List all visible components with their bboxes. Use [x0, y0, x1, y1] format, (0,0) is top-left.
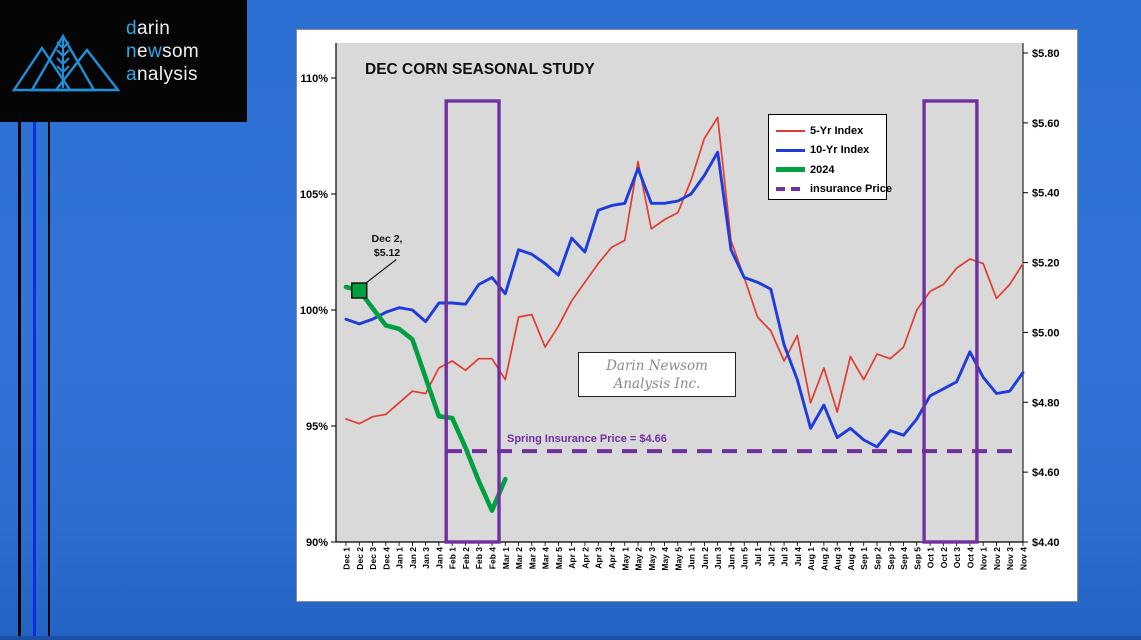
svg-text:90%: 90% [306, 537, 328, 549]
svg-text:May 4: May 4 [660, 547, 670, 571]
purple-dashed-sample-icon [776, 187, 805, 192]
svg-text:Jun 3: Jun 3 [713, 547, 723, 569]
svg-text:110%: 110% [300, 73, 328, 85]
svg-text:Aug 3: Aug 3 [833, 547, 843, 571]
svg-text:105%: 105% [300, 189, 328, 201]
chart-legend: 5-Yr Index 10-Yr Index 2024 insurance Pr… [768, 114, 892, 200]
logo-line-newsom: newsom [126, 41, 200, 62]
svg-text:May 3: May 3 [647, 547, 657, 571]
svg-text:Oct 4: Oct 4 [965, 547, 975, 569]
svg-text:Sep 1: Sep 1 [859, 547, 869, 570]
logo-wordmark: darin newsom analysis [126, 17, 199, 86]
svg-text:Aug 4: Aug 4 [846, 547, 856, 571]
svg-text:Dec 3: Dec 3 [368, 547, 378, 570]
svg-text:Sep 5: Sep 5 [912, 547, 922, 570]
svg-text:May 5: May 5 [673, 547, 683, 571]
svg-text:Feb 3: Feb 3 [474, 547, 484, 569]
svg-text:Feb 1: Feb 1 [448, 547, 458, 569]
logo-line-darin: darin [126, 18, 171, 39]
legend-item-2024: 2024 [776, 160, 886, 180]
svg-text:Jan 1: Jan 1 [395, 547, 405, 569]
decor-line-black-2 [48, 122, 50, 636]
svg-text:$5.00: $5.00 [1032, 327, 1060, 339]
svg-text:Sep 4: Sep 4 [899, 547, 909, 570]
svg-text:Aug 2: Aug 2 [819, 547, 829, 571]
svg-text:Oct 2: Oct 2 [939, 547, 949, 569]
svg-text:Nov 3: Nov 3 [1005, 547, 1015, 570]
svg-text:Mar 1: Mar 1 [501, 547, 511, 569]
svg-text:Nov 1: Nov 1 [979, 547, 989, 570]
svg-text:Jul 1: Jul 1 [753, 547, 763, 567]
svg-text:Mar 4: Mar 4 [541, 547, 551, 569]
watermark-line2: Analysis Inc. [613, 376, 701, 392]
svg-text:Sep 2: Sep 2 [872, 547, 882, 570]
svg-text:Jul 4: Jul 4 [793, 547, 803, 567]
svg-text:Oct 3: Oct 3 [952, 547, 962, 569]
svg-text:May 1: May 1 [620, 547, 630, 571]
red-line-sample-icon [776, 129, 805, 132]
svg-text:$5.20: $5.20 [1032, 258, 1060, 270]
svg-text:Jan 4: Jan 4 [434, 547, 444, 569]
svg-text:$5.40: $5.40 [1032, 188, 1060, 200]
svg-text:Jul 3: Jul 3 [780, 547, 790, 567]
svg-text:$4.40: $4.40 [1032, 537, 1060, 549]
svg-text:Aug 1: Aug 1 [806, 547, 816, 571]
bottom-band [0, 636, 1141, 640]
svg-text:95%: 95% [306, 421, 328, 433]
dec2-price-annotation: Dec 2, $5.12 [371, 233, 403, 259]
decor-line-black-1 [18, 122, 21, 636]
svg-text:Dec 1: Dec 1 [342, 547, 352, 570]
svg-text:$5.60: $5.60 [1032, 118, 1060, 130]
svg-text:100%: 100% [300, 305, 328, 317]
logo-line-analysis: analysis [126, 64, 198, 85]
svg-text:Apr 3: Apr 3 [594, 547, 604, 569]
seasonal-study-chart-panel: 110% 105% 100% 95% 90% $5.80 $5.60 $5.40 $5.20 $5… [296, 29, 1078, 602]
svg-text:Mar 3: Mar 3 [527, 547, 537, 569]
svg-text:Jun 4: Jun 4 [726, 547, 736, 569]
watermark-box: Darin Newsom Analysis Inc. [578, 352, 736, 397]
svg-text:May 2: May 2 [634, 547, 644, 571]
green-line-sample-icon [776, 167, 805, 173]
mountain-wheat-logo-icon [11, 33, 121, 92]
svg-text:Apr 1: Apr 1 [567, 547, 577, 569]
svg-text:Jul 2: Jul 2 [766, 547, 776, 567]
svg-text:Mar 5: Mar 5 [554, 547, 564, 569]
dna-logo-box: darin newsom analysis [0, 0, 247, 122]
svg-text:Feb 4: Feb 4 [488, 547, 498, 569]
decor-line-blue [33, 122, 36, 636]
svg-text:$4.60: $4.60 [1032, 467, 1060, 479]
watermark-line1: Darin Newsom [606, 358, 708, 374]
svg-text:Dec 2: Dec 2 [355, 547, 365, 570]
svg-text:Nov 4: Nov 4 [1019, 547, 1029, 570]
svg-text:Feb 2: Feb 2 [461, 547, 471, 569]
svg-text:Jun 2: Jun 2 [700, 547, 710, 569]
svg-text:$5.80: $5.80 [1032, 48, 1060, 60]
svg-text:Jun 1: Jun 1 [687, 547, 697, 569]
svg-text:Sep 3: Sep 3 [886, 547, 896, 570]
svg-text:Jun 5: Jun 5 [740, 547, 750, 569]
chart-title: DEC CORN SEASONAL STUDY [365, 61, 595, 78]
svg-text:Dec 4: Dec 4 [381, 547, 391, 570]
svg-text:Jan 2: Jan 2 [408, 547, 418, 569]
legend-item-10yr: 10-Yr Index [776, 141, 886, 161]
svg-text:Apr 4: Apr 4 [607, 547, 617, 569]
svg-text:Mar 2: Mar 2 [514, 547, 524, 569]
svg-text:$4.80: $4.80 [1032, 397, 1060, 409]
legend-item-insurance: insurance Price [776, 180, 892, 200]
spring-insurance-price-label: Spring Insurance Price = $4.66 [507, 433, 667, 445]
svg-text:Nov 2: Nov 2 [992, 547, 1002, 570]
seasonal-chart-plot: 110% 105% 100% 95% 90% $5.80 $5.60 $5.40 $5.20 $5… [300, 43, 1060, 571]
blue-line-sample-icon [776, 148, 805, 152]
svg-text:Oct 1: Oct 1 [926, 547, 936, 569]
svg-text:Apr 2: Apr 2 [580, 547, 590, 569]
svg-text:Jan 3: Jan 3 [421, 547, 431, 569]
legend-item-5yr: 5-Yr Index [776, 121, 886, 141]
